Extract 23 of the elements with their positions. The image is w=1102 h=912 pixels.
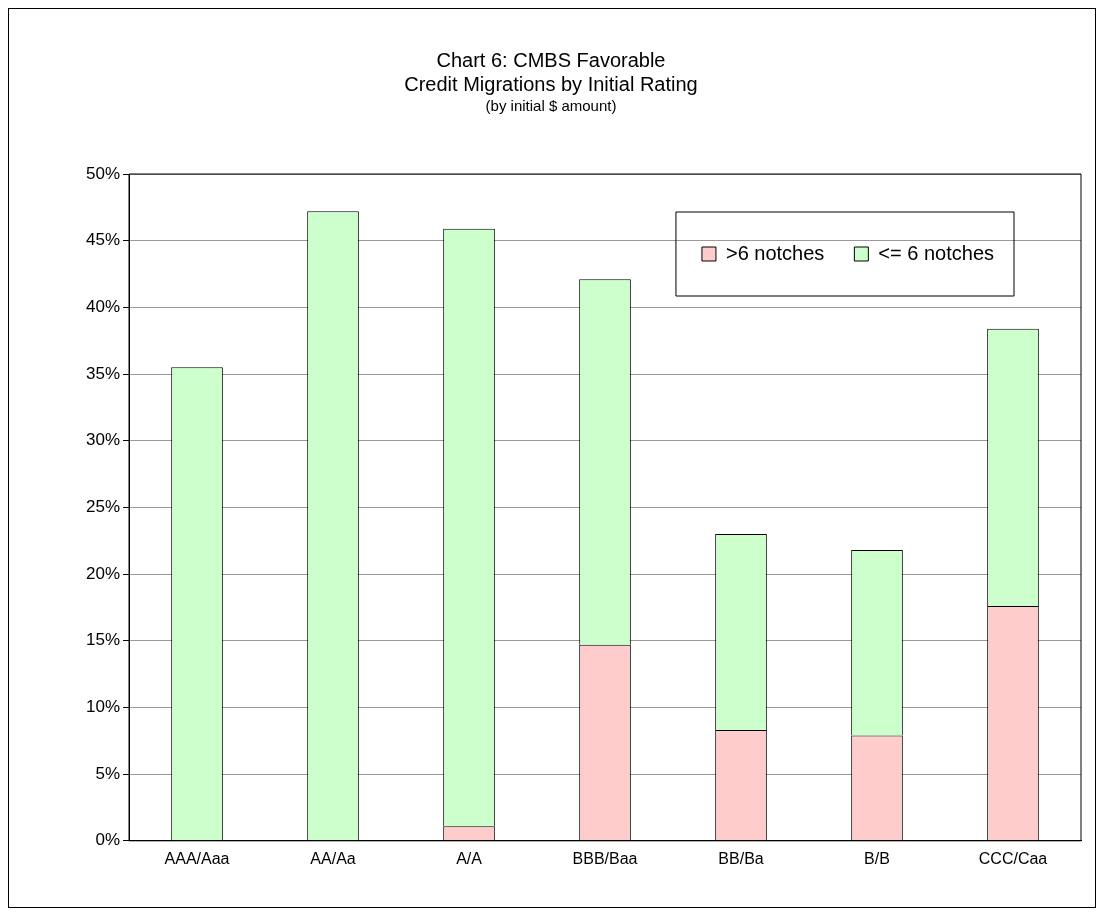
chart-title: Chart 6: CMBS Favorable	[435, 48, 667, 72]
y-tick-label: 40%	[85, 297, 121, 317]
y-tick-label: 20%	[85, 563, 121, 583]
y-tick-label: 35%	[85, 363, 121, 383]
x-tick-label: BB/Ba	[718, 849, 764, 867]
y-tick-label: 45%	[85, 230, 121, 250]
x-tick-label: B/B	[864, 849, 890, 867]
y-tick-label: 25%	[85, 497, 121, 517]
text: (by initial $ amount)	[484, 96, 618, 116]
legend-label: <= 6 notches	[878, 241, 995, 264]
x-tick-label: AA/Aa	[310, 849, 356, 867]
y-tick-label: 0%	[95, 830, 121, 850]
y-tick-label: 10%	[85, 697, 121, 717]
y-tick-label: 5%	[95, 763, 121, 783]
x-tick-label: A/A	[456, 849, 483, 867]
legend-label: >6 notches	[725, 241, 825, 264]
y-tick-label: 15%	[85, 630, 121, 650]
y-tick-label: 30%	[85, 430, 121, 450]
x-tick-label: BBB/Baa	[572, 849, 638, 867]
chart-subtitle: Credit Migrations by Initial Rating	[403, 72, 699, 96]
x-tick-label: CCC/Caa	[978, 849, 1048, 867]
x-tick-label: AAA/Aaa	[164, 849, 230, 867]
y-tick-label: 50%	[85, 163, 121, 183]
